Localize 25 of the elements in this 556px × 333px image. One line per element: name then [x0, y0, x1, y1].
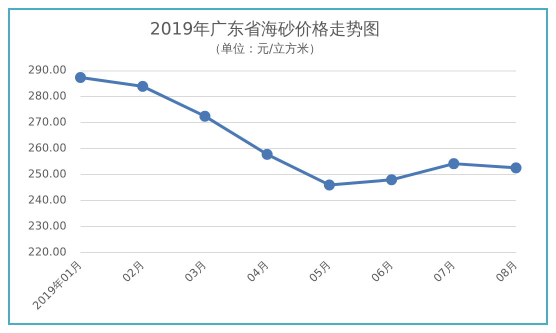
y-tick-label: 290.00	[28, 64, 66, 77]
point	[199, 110, 210, 122]
x-tick-label: 02月	[120, 258, 147, 285]
chart-subtitle: （单位：元/立方米）	[208, 42, 322, 56]
y-tick-label: 230.00	[28, 219, 66, 232]
y-tick-label: 280.00	[28, 90, 66, 103]
y-tick-label: 260.00	[28, 141, 66, 154]
x-tick-label: 08月	[493, 258, 520, 285]
point	[448, 158, 460, 170]
point	[386, 174, 398, 186]
point	[137, 80, 148, 92]
point	[262, 148, 273, 160]
x-tick-label: 03月	[182, 258, 210, 285]
point	[510, 162, 522, 174]
chart-title: 2019年广东省海砂价格走势图	[150, 20, 380, 40]
y-tick-label: 270.00	[28, 116, 66, 129]
y-tick-label: 250.00	[28, 167, 66, 180]
x-tick-label: 06月	[368, 258, 396, 285]
x-tick-label: 05月	[306, 258, 334, 285]
point	[324, 179, 335, 190]
x-tick-label: 04月	[244, 258, 272, 285]
point	[74, 72, 86, 84]
x-tick-label: 07月	[431, 258, 458, 285]
y-tick-label: 220.00	[28, 245, 66, 258]
y-tick-label: 240.00	[28, 193, 66, 206]
